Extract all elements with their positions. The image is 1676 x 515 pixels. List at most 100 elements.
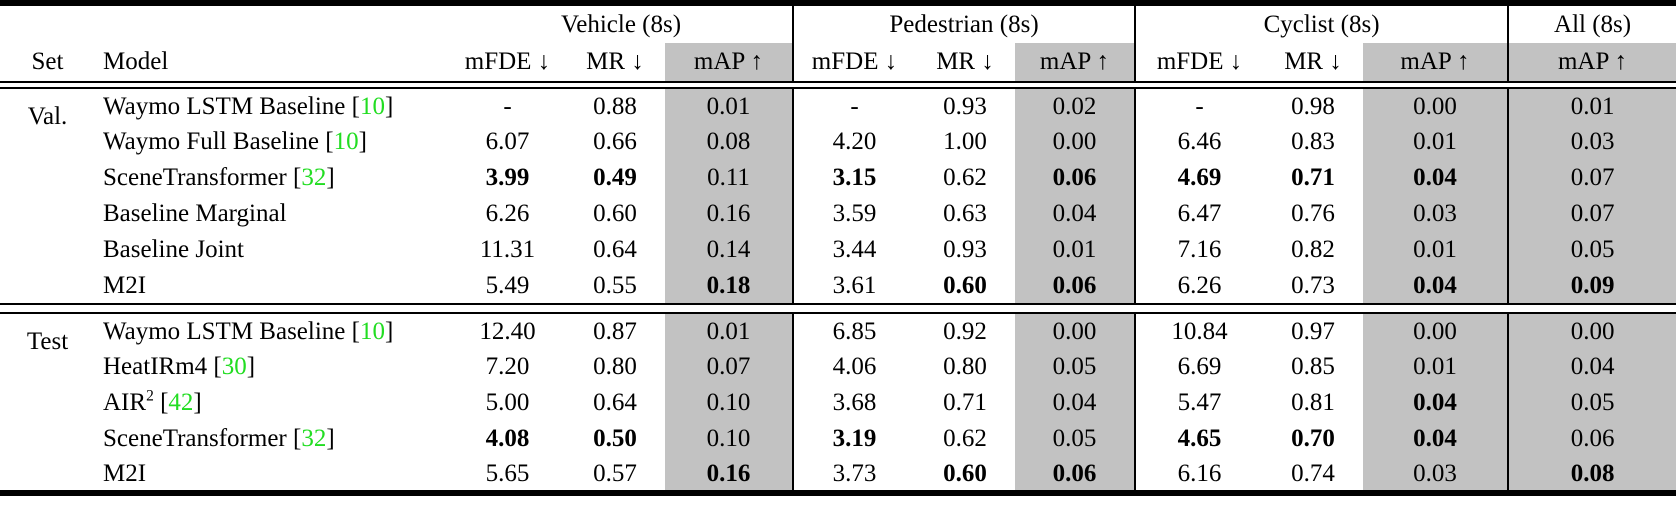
- col-header-cyclist-map: mAP ↑: [1363, 43, 1510, 82]
- table-row: SceneTransformer [32] 4.08 0.50 0.10 3.19 0.6…: [0, 421, 1676, 457]
- metric-value: 0.03: [1508, 124, 1676, 160]
- metric-value: 0.64: [593, 389, 637, 416]
- table-body: Val. Waymo LSTM Baseline [10] - 0.88 0.01 - 0.…: [0, 88, 1676, 493]
- set-label: Val.: [27, 103, 68, 130]
- group-header-row: Vehicle (8s) Pedestrian (8s) Cyclist (8s…: [0, 3, 1676, 43]
- metric-value: 0.03: [1363, 196, 1510, 232]
- col-header-vehicle-mfde: mFDE ↓: [464, 48, 551, 75]
- metric-value: 0.04: [1363, 160, 1510, 196]
- table-row: M2I 5.65 0.57 0.16 3.73 0.60 0.06 6.16 0.74 0.03 0…: [0, 457, 1676, 493]
- header-double-rule: [0, 81, 1676, 89]
- table-row: Val. Waymo LSTM Baseline [10] - 0.88 0.01 - 0.…: [0, 88, 1676, 130]
- citation-ref: 42: [168, 389, 194, 416]
- metric-value: 0.06: [1015, 268, 1137, 304]
- results-table: Vehicle (8s) Pedestrian (8s) Cyclist (8s…: [0, 0, 1676, 496]
- metric-value: 6.26: [485, 200, 530, 227]
- metric-value: 0.81: [1291, 389, 1335, 416]
- metric-value: 0.60: [943, 459, 987, 487]
- model-name: Waymo LSTM Baseline [10]: [103, 92, 394, 120]
- citation-ref: 10: [359, 92, 385, 120]
- col-header-cyclist-mfde: mFDE ↓: [1156, 48, 1243, 75]
- column-header-row: Set Model mFDE ↓ MR ↓ mAP ↑ mFDE ↓ MR ↓ …: [0, 43, 1676, 82]
- metric-value: 0.01: [1363, 349, 1510, 385]
- col-header-pedestrian-map: mAP ↑: [1015, 43, 1137, 82]
- metric-value: 0.97: [1291, 317, 1335, 345]
- metric-value: 0.66: [593, 128, 637, 155]
- metric-value: 0.63: [943, 200, 987, 227]
- metric-value: 0.57: [593, 459, 637, 487]
- metric-value: 0.10: [665, 385, 795, 421]
- metric-value: 0.83: [1291, 128, 1335, 155]
- metric-value: 0.76: [1291, 200, 1335, 227]
- metric-value: 0.88: [593, 92, 637, 120]
- metric-value: 0.71: [943, 389, 987, 416]
- metric-value: 0.04: [1363, 385, 1510, 421]
- table-row: Baseline Marginal 6.26 0.60 0.16 3.59 0.63 0.0…: [0, 196, 1676, 232]
- metric-value: 0.49: [593, 164, 637, 191]
- model-name: SceneTransformer [32]: [103, 425, 335, 452]
- metric-value: 5.65: [485, 459, 530, 487]
- model-name: Waymo LSTM Baseline [10]: [103, 317, 394, 345]
- metric-value: 3.44: [832, 236, 877, 263]
- metric-value: 0.09: [1508, 268, 1676, 304]
- metric-value: 0.00: [1363, 313, 1510, 349]
- model-name: M2I: [103, 459, 147, 487]
- metric-value: 3.59: [832, 200, 877, 227]
- metric-value: 3.73: [832, 459, 877, 487]
- model-superscript: 2: [146, 387, 154, 405]
- metric-value: 0.74: [1291, 459, 1335, 487]
- metric-value: 0.04: [1015, 385, 1137, 421]
- metric-value: 0.06: [1508, 421, 1676, 457]
- col-header-model: Model: [103, 48, 169, 75]
- metric-value: 0.60: [593, 200, 637, 227]
- metric-value: 4.06: [832, 353, 877, 380]
- citation-ref: 30: [221, 353, 247, 380]
- metric-value: 0.01: [1363, 124, 1510, 160]
- metric-value: 0.50: [593, 425, 637, 452]
- metric-value: 0.71: [1291, 164, 1335, 191]
- metric-value: 7.16: [1177, 236, 1222, 263]
- group-header-cyclist: Cyclist (8s): [1135, 3, 1510, 43]
- metric-value: 0.04: [1508, 349, 1676, 385]
- col-header-set: Set: [31, 48, 64, 75]
- metric-value: 0.00: [1015, 124, 1137, 160]
- citation-ref: 10: [333, 128, 359, 155]
- metric-value: 0.05: [1508, 232, 1676, 268]
- metric-value: 0.73: [1291, 271, 1335, 299]
- metric-value: 0.55: [593, 271, 637, 299]
- metric-value: 0.80: [943, 353, 987, 380]
- metric-value: 0.62: [943, 164, 987, 191]
- col-header-vehicle-mr: MR ↓: [586, 48, 644, 75]
- metric-value: 0.05: [1015, 349, 1137, 385]
- metric-value: 3.68: [832, 389, 877, 416]
- metric-value: 11.31: [479, 236, 536, 263]
- metric-value: 6.07: [485, 128, 530, 155]
- metric-value: 0.06: [1015, 457, 1137, 493]
- col-header-pedestrian-mr: MR ↓: [936, 48, 994, 75]
- metric-value: 0.16: [665, 196, 795, 232]
- metric-value: -: [503, 92, 512, 120]
- metric-value: 0.18: [665, 268, 795, 304]
- model-name: M2I: [103, 271, 147, 299]
- set-label: Test: [26, 328, 69, 355]
- model-name: Baseline Marginal: [103, 200, 287, 227]
- section-double-rule: [0, 303, 1676, 314]
- metric-value: 0.10: [665, 421, 795, 457]
- table-row: SceneTransformer [32] 3.99 0.49 0.11 3.15 0.6…: [0, 160, 1676, 196]
- metric-value: 0.01: [665, 88, 795, 124]
- group-header-blank: [0, 3, 450, 43]
- metric-value: 0.01: [1363, 232, 1510, 268]
- metric-value: 3.99: [485, 164, 530, 191]
- model-name: Baseline Joint: [103, 236, 244, 263]
- metric-value: 6.85: [832, 317, 877, 345]
- metric-value: 0.01: [1015, 232, 1137, 268]
- group-header-all: All (8s): [1554, 10, 1632, 38]
- model-name: SceneTransformer [32]: [103, 164, 335, 191]
- metric-value: 0.87: [593, 317, 637, 345]
- metric-value: 0.92: [943, 317, 987, 345]
- metric-value: 12.40: [479, 317, 536, 345]
- metric-value: 0.08: [1508, 457, 1676, 493]
- metric-value: 0.00: [1508, 313, 1676, 349]
- metric-value: -: [1195, 92, 1204, 120]
- metric-value: 5.00: [485, 389, 530, 416]
